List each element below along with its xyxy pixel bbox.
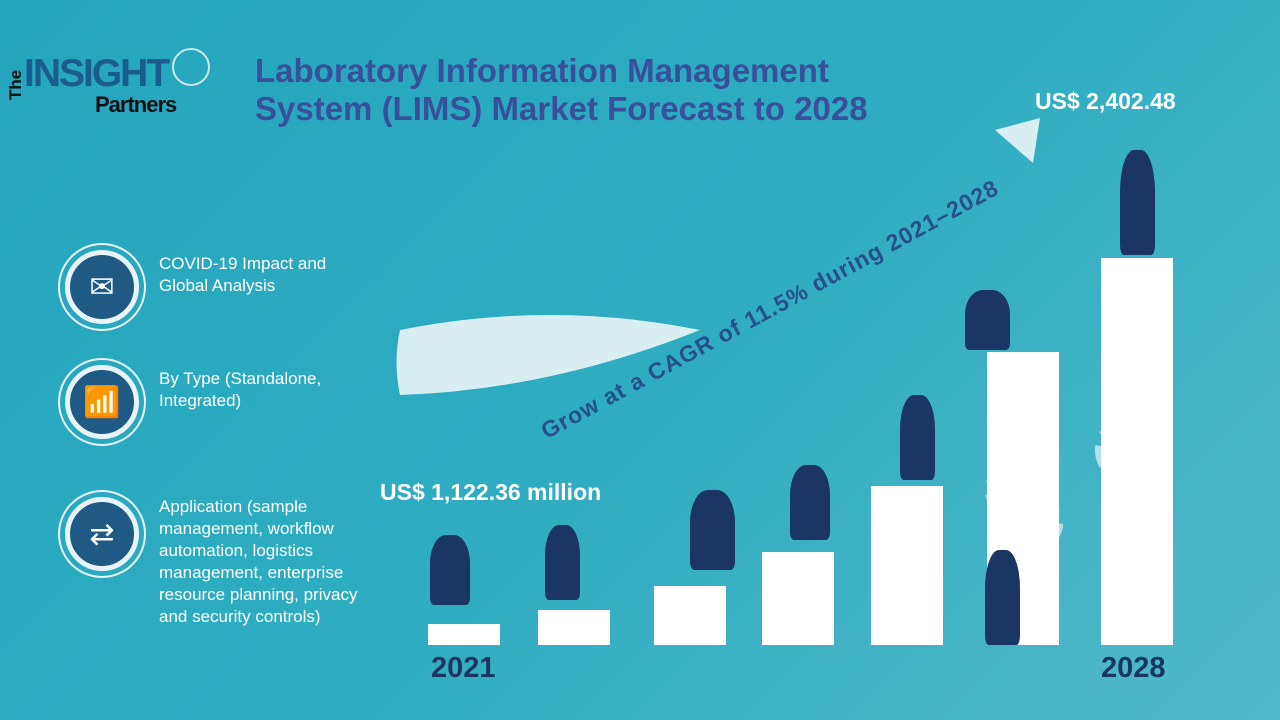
end-value: US$ 2,402.48 <box>1035 88 1176 114</box>
title-line-1: Laboratory Information Management <box>255 52 829 89</box>
businessman-figure <box>985 550 1020 645</box>
logo-partners: Partners <box>95 92 177 117</box>
segment-icon-circle: ✉ <box>58 243 146 331</box>
businessman-figure <box>690 490 735 570</box>
segment-icon-circle: ⇄ <box>58 490 146 578</box>
start-year: 2021 <box>431 652 496 684</box>
title-line-2: System (LIMS) Market Forecast to 2028 <box>255 90 868 127</box>
businessman-celebrating-figure <box>1120 150 1155 255</box>
segment-icon-circle: 📶 <box>58 358 146 446</box>
page-title: Laboratory Information Management System… <box>255 52 868 128</box>
arrow-head-shape <box>995 118 1040 163</box>
bar <box>871 486 943 645</box>
start-value: US$ 1,122.36 million <box>380 479 602 505</box>
end-year: 2028 <box>1101 652 1166 684</box>
bar-2021 <box>428 624 500 645</box>
businessman-figure <box>790 465 830 540</box>
businessman-figure <box>965 290 1010 350</box>
logo-insight: INSIGHT <box>24 52 170 95</box>
segment-text: Application (sample management, workflow… <box>159 497 358 626</box>
segment-text: COVID-19 Impact and Global Analysis <box>159 254 327 295</box>
arrow-tail-shape <box>396 315 700 395</box>
businesswoman-figure <box>545 525 580 600</box>
businesswoman-figure <box>900 395 935 480</box>
bar <box>654 586 726 645</box>
bar-2028 <box>1101 258 1173 645</box>
businessman-figure <box>430 535 470 605</box>
segment-text: By Type (Standalone, Integrated) <box>159 369 322 410</box>
exchange-arrows-icon: ⇄ <box>65 497 139 571</box>
envelope-icon: ✉ <box>65 250 139 324</box>
growth-chart-icon: 📶 <box>65 365 139 439</box>
bar <box>762 552 834 645</box>
logo-ring-icon <box>172 48 210 86</box>
bar <box>538 610 610 645</box>
